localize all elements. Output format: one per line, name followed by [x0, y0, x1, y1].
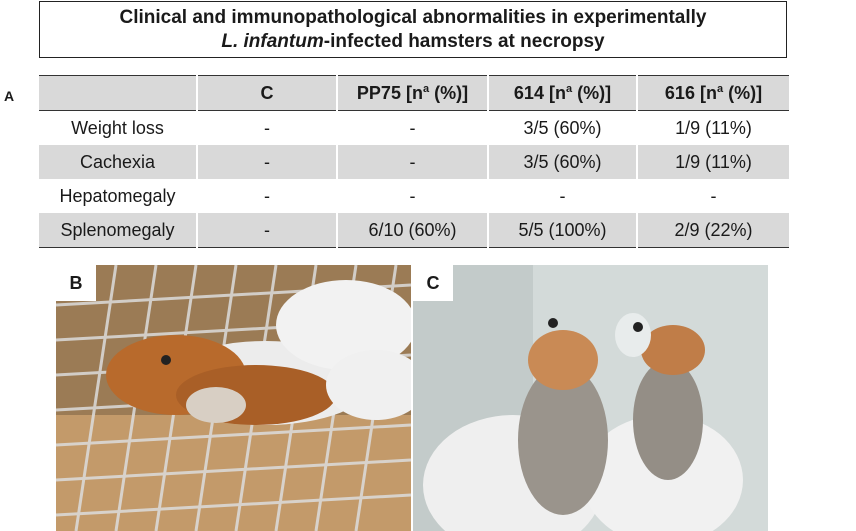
table-cell: 3/5 (60%) [487, 145, 637, 179]
row-label: Weight loss [71, 117, 164, 138]
figure-title: Clinical and immunopathological abnormal… [39, 1, 787, 58]
table-cell: 2/9 (22%) [636, 213, 789, 248]
table-row: Splenomegaly - 6/10 (60%) 5/5 (100%) 2/9… [39, 213, 789, 248]
table-cell: 6/10 (60%) [336, 213, 488, 248]
abnormalities-table: C PP75 [na (%)] 614 [na (%)] 616 [na (%)… [39, 75, 789, 248]
hamster-cage-photo [56, 265, 411, 531]
title-line-1: Clinical and immunopathological abnormal… [119, 7, 707, 28]
table-cell: 3/5 (60%) [487, 110, 637, 145]
row-label: Cachexia [39, 145, 197, 179]
table-cell: 1/9 (11%) [636, 110, 789, 145]
panel-label-b: B [56, 265, 96, 301]
table-cell: - [336, 145, 488, 179]
table-cell: - [196, 213, 337, 248]
title-line-2: L. infantum-infected hamsters at necrops… [40, 30, 786, 54]
photo-panel-c: C [413, 265, 768, 531]
table-cell: - [336, 179, 488, 213]
table-cell: - [196, 145, 337, 179]
table-row: Weight loss - - 3/5 (60%) 1/9 (11%) [39, 110, 789, 145]
photo-panel-b: B [56, 265, 411, 531]
hamsters-held-photo [413, 265, 768, 531]
table-cell: 1/9 (11%) [636, 145, 789, 179]
panel-label-c: C [413, 265, 453, 301]
table-cell: - [336, 110, 488, 145]
table-row: Hepatomegaly - - - - [39, 179, 789, 213]
table-cell: - [196, 110, 337, 145]
title-species: L. infantum [221, 31, 324, 52]
header-pp75: PP75 [na (%)] [336, 75, 488, 111]
table-header-row: C PP75 [na (%)] 614 [na (%)] 616 [na (%)… [39, 75, 789, 111]
header-c: C [196, 75, 337, 111]
table-cell: - [636, 179, 789, 213]
table-cell: - [196, 179, 337, 213]
title-line-2-rest: -infected hamsters at necropsy [323, 31, 605, 52]
header-616: 616 [na (%)] [636, 75, 789, 111]
row-label: Hepatomegaly [59, 185, 176, 206]
panel-label-a: A [4, 88, 15, 104]
table-cell: 5/5 (100%) [487, 213, 637, 248]
header-empty [39, 75, 197, 111]
table-row: Cachexia - - 3/5 (60%) 1/9 (11%) [39, 145, 789, 179]
row-label: Splenomegaly [39, 213, 197, 248]
header-614: 614 [na (%)] [487, 75, 637, 111]
table-cell: - [487, 179, 637, 213]
